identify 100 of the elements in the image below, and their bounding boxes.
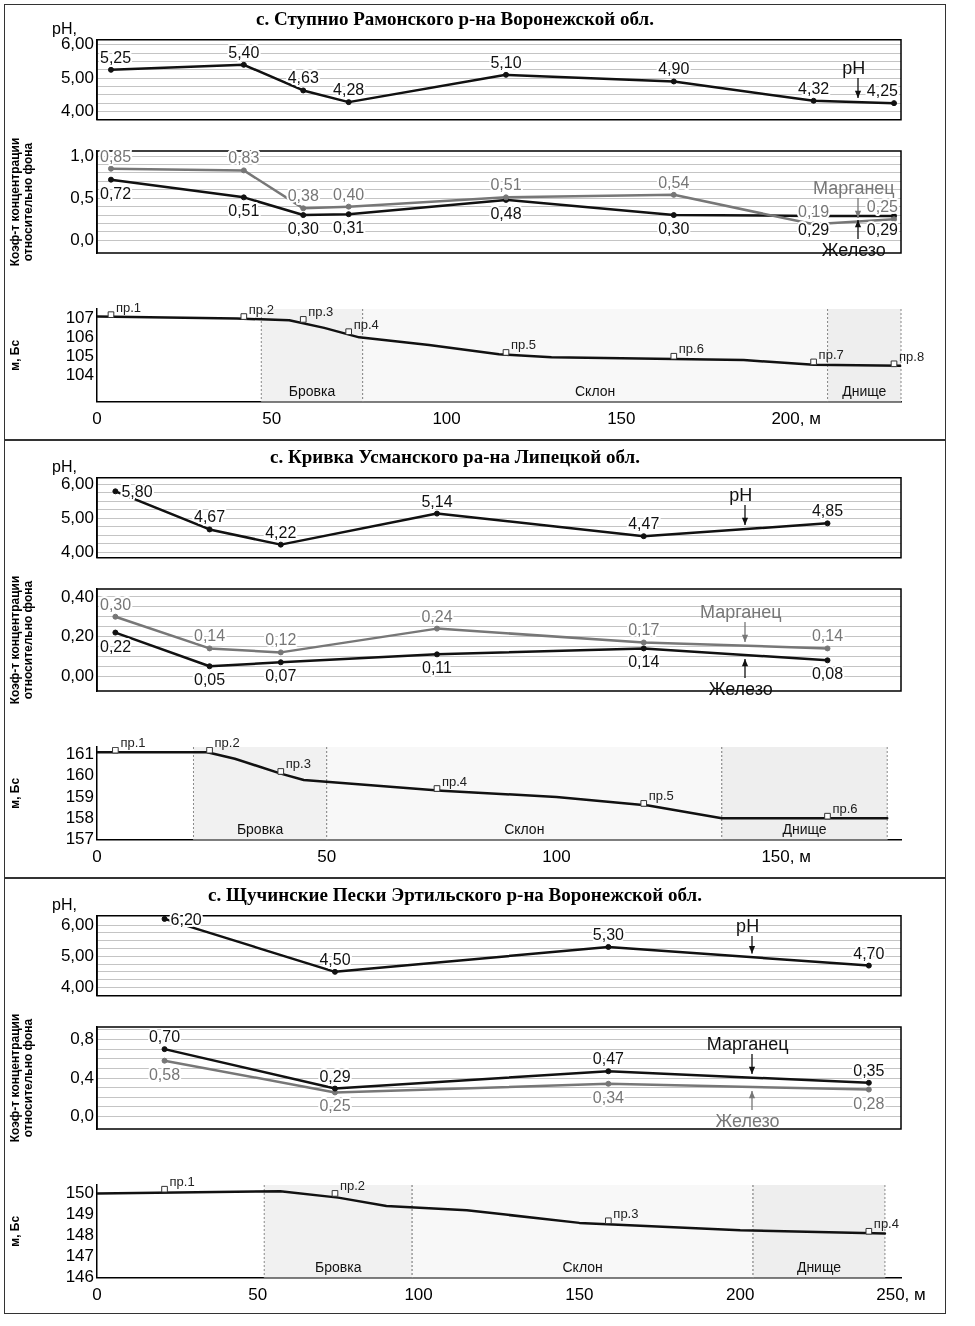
annotation: пр.2 — [214, 735, 240, 751]
data-label: 0,70 — [148, 1028, 181, 1046]
y-tick-label: 0,00 — [60, 665, 94, 685]
annotation: пр.5 — [510, 337, 537, 353]
y-axis-title: pH, — [52, 457, 77, 475]
data-label: 0,34 — [592, 1088, 625, 1106]
band-label: Бровка — [236, 820, 284, 837]
y-tick-label: 104 — [65, 364, 94, 384]
data-label: 4,47 — [628, 515, 660, 533]
data-label: 0,07 — [265, 667, 297, 685]
data-label: 0,29 — [319, 1067, 351, 1085]
annotation: пр.3 — [285, 756, 311, 772]
y-tick-label: 146 — [65, 1267, 94, 1287]
chart-title: с. Ступнио Рамонского р-на Воронежской обл. — [256, 8, 654, 30]
band-label: Днище — [782, 820, 827, 837]
annotation: пр.4 — [873, 1216, 899, 1232]
data-label: 5,40 — [228, 43, 260, 61]
data-label: 0,14 — [811, 627, 844, 645]
data-label: 5,10 — [490, 53, 522, 71]
band-label: Днище — [842, 382, 887, 399]
y-tick-label: 6,00 — [60, 474, 94, 494]
annotation: пр.1 — [120, 735, 146, 751]
band-label: Склон — [575, 382, 616, 399]
data-label: 0,17 — [628, 621, 660, 639]
y-tick-label: 4,00 — [60, 541, 94, 561]
series-label: Марганец — [706, 1033, 789, 1054]
y-tick-label: 4,00 — [60, 101, 94, 121]
y-axis-title: Коэф-т концентрации относительно фона — [7, 575, 36, 705]
y-tick-label: 1,0 — [70, 145, 94, 165]
data-label: 0,14 — [628, 653, 660, 671]
y-tick-label: 0,20 — [60, 626, 94, 646]
series-label: pH — [736, 915, 760, 936]
y-tick-label: 161 — [65, 744, 94, 764]
band-label: Бровка — [288, 382, 336, 399]
data-label: 0,47 — [592, 1050, 625, 1068]
y-axis-title: pH, — [52, 19, 77, 37]
data-label: 0,22 — [100, 637, 132, 655]
band-label: Бровка — [314, 1258, 362, 1275]
data-label: 4,90 — [658, 60, 690, 78]
data-label: 0,25 — [319, 1097, 351, 1115]
y-axis-title: м, Бс — [7, 777, 22, 809]
annotation: пр.8 — [899, 348, 925, 364]
data-label: 0,72 — [100, 184, 132, 202]
data-label: 0,11 — [422, 659, 453, 677]
data-label: 4,32 — [798, 79, 830, 97]
annotation: пр.4 — [353, 316, 379, 332]
data-label: 0,35 — [853, 1061, 885, 1079]
data-label: 4,70 — [853, 944, 885, 962]
y-axis-title: м, Бс — [7, 1215, 22, 1247]
y-tick-label: 105 — [65, 345, 94, 365]
annotation: пр.1 — [169, 1174, 195, 1190]
y-tick-label: 0,0 — [70, 230, 94, 250]
y-tick-label: 158 — [65, 808, 94, 827]
series-label: pH — [729, 485, 753, 506]
band-label: Склон — [562, 1258, 603, 1275]
data-label: 4,25 — [866, 82, 899, 100]
y-tick-label: 0,5 — [70, 187, 94, 207]
data-label: 4,28 — [333, 81, 365, 99]
y-tick-label: 150 — [65, 1183, 94, 1203]
x-tick-label: 0 — [92, 847, 102, 867]
y-tick-label: 6,00 — [60, 914, 94, 934]
data-label: 5,80 — [121, 483, 153, 501]
x-tick-label: 100 — [542, 847, 571, 867]
annotation: пр.4 — [441, 773, 468, 789]
band-label: Днище — [796, 1258, 842, 1275]
x-tick-label: 150, м — [761, 847, 811, 867]
x-tick-label: 0 — [92, 1285, 102, 1305]
data-label: 0,24 — [421, 607, 453, 625]
y-tick-label: 4,00 — [60, 977, 94, 997]
data-label: 0,51 — [228, 202, 260, 220]
y-tick-label: 5,00 — [60, 945, 94, 965]
y-tick-label: 0,8 — [70, 1029, 94, 1049]
data-label: 0,29 — [798, 220, 830, 238]
annotation: пр.2 — [248, 301, 274, 317]
y-tick-label: 106 — [65, 327, 94, 347]
annotation: пр.1 — [115, 299, 142, 315]
y-axis-title: Коэф-т концентрации относительно фона — [7, 1013, 36, 1143]
y-tick-label: 147 — [65, 1246, 94, 1266]
data-label: 0,58 — [148, 1065, 181, 1083]
chart-title: с. Кривка Усманского ра-на Липецкой обл. — [270, 446, 640, 468]
band-label: Склон — [504, 820, 545, 837]
data-label: 4,85 — [811, 502, 844, 520]
data-label: 0,30 — [287, 220, 319, 238]
data-label: 0,05 — [193, 671, 226, 689]
data-label: 0,30 — [658, 220, 690, 238]
x-tick-label: 200, м — [771, 409, 821, 429]
data-label: 0,28 — [853, 1094, 885, 1112]
y-tick-label: 5,00 — [60, 507, 94, 527]
x-tick-label: 150 — [565, 1285, 594, 1305]
x-tick-label: 100 — [404, 1285, 433, 1305]
data-label: 5,30 — [592, 925, 625, 943]
data-label: 0,40 — [333, 185, 365, 203]
data-label: 4,22 — [265, 523, 297, 541]
x-tick-label: 150 — [607, 409, 636, 429]
annotation: пр.6 — [832, 801, 858, 817]
y-tick-label: 107 — [65, 308, 94, 328]
data-label: 0,51 — [490, 176, 522, 194]
data-label: 5,14 — [421, 492, 453, 510]
y-tick-label: 5,00 — [60, 67, 94, 87]
x-tick-label: 100 — [432, 409, 461, 429]
